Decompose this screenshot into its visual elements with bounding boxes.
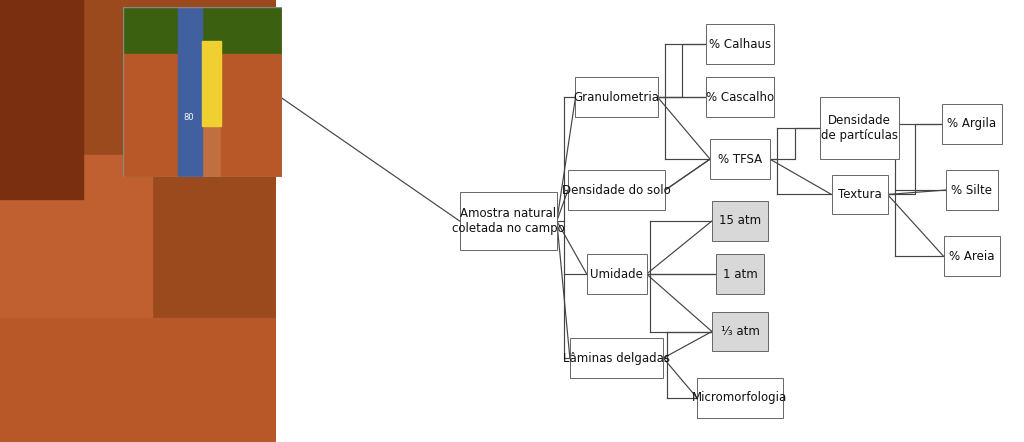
- Bar: [123, 7, 186, 66]
- Text: 1 atm: 1 atm: [723, 267, 758, 281]
- FancyBboxPatch shape: [570, 338, 664, 378]
- Bar: [221, 54, 282, 177]
- Text: Granulometria: Granulometria: [573, 91, 659, 104]
- Bar: [123, 7, 282, 54]
- FancyBboxPatch shape: [944, 236, 999, 276]
- FancyBboxPatch shape: [460, 192, 557, 250]
- Text: % Cascalho: % Cascalho: [706, 91, 774, 104]
- Text: 80: 80: [183, 113, 195, 122]
- Text: % Silte: % Silte: [951, 183, 992, 197]
- Bar: [123, 54, 178, 177]
- Text: % Argila: % Argila: [947, 117, 996, 130]
- FancyBboxPatch shape: [587, 254, 646, 294]
- Text: Lâminas delgadas: Lâminas delgadas: [563, 351, 670, 365]
- FancyBboxPatch shape: [831, 175, 888, 214]
- Text: % Areia: % Areia: [949, 250, 994, 263]
- Text: 15 atm: 15 atm: [719, 214, 761, 228]
- FancyBboxPatch shape: [568, 170, 666, 210]
- Text: % TFSA: % TFSA: [718, 152, 762, 166]
- Bar: [0, 0, 83, 199]
- Bar: [178, 7, 203, 177]
- Text: % Calhaus: % Calhaus: [709, 38, 771, 51]
- FancyBboxPatch shape: [697, 378, 783, 418]
- FancyBboxPatch shape: [575, 77, 657, 117]
- Bar: [0, 318, 276, 442]
- FancyBboxPatch shape: [820, 97, 899, 159]
- Text: Umidade: Umidade: [590, 267, 643, 281]
- Text: Densidade do solo: Densidade do solo: [562, 183, 671, 197]
- FancyBboxPatch shape: [945, 170, 997, 210]
- Bar: [203, 41, 221, 126]
- FancyBboxPatch shape: [716, 254, 764, 294]
- FancyBboxPatch shape: [942, 104, 1001, 144]
- FancyBboxPatch shape: [712, 312, 768, 351]
- FancyBboxPatch shape: [710, 139, 770, 179]
- FancyBboxPatch shape: [712, 201, 768, 241]
- Text: Amostra natural
coletada no campo: Amostra natural coletada no campo: [452, 207, 564, 235]
- Text: Micromorfologia: Micromorfologia: [692, 391, 787, 404]
- FancyBboxPatch shape: [707, 77, 773, 117]
- Bar: [0, 155, 153, 442]
- Text: Textura: Textura: [838, 188, 882, 201]
- FancyBboxPatch shape: [707, 24, 773, 64]
- Text: ¹⁄₃ atm: ¹⁄₃ atm: [721, 325, 760, 338]
- Text: Densidade
de partículas: Densidade de partículas: [821, 114, 898, 142]
